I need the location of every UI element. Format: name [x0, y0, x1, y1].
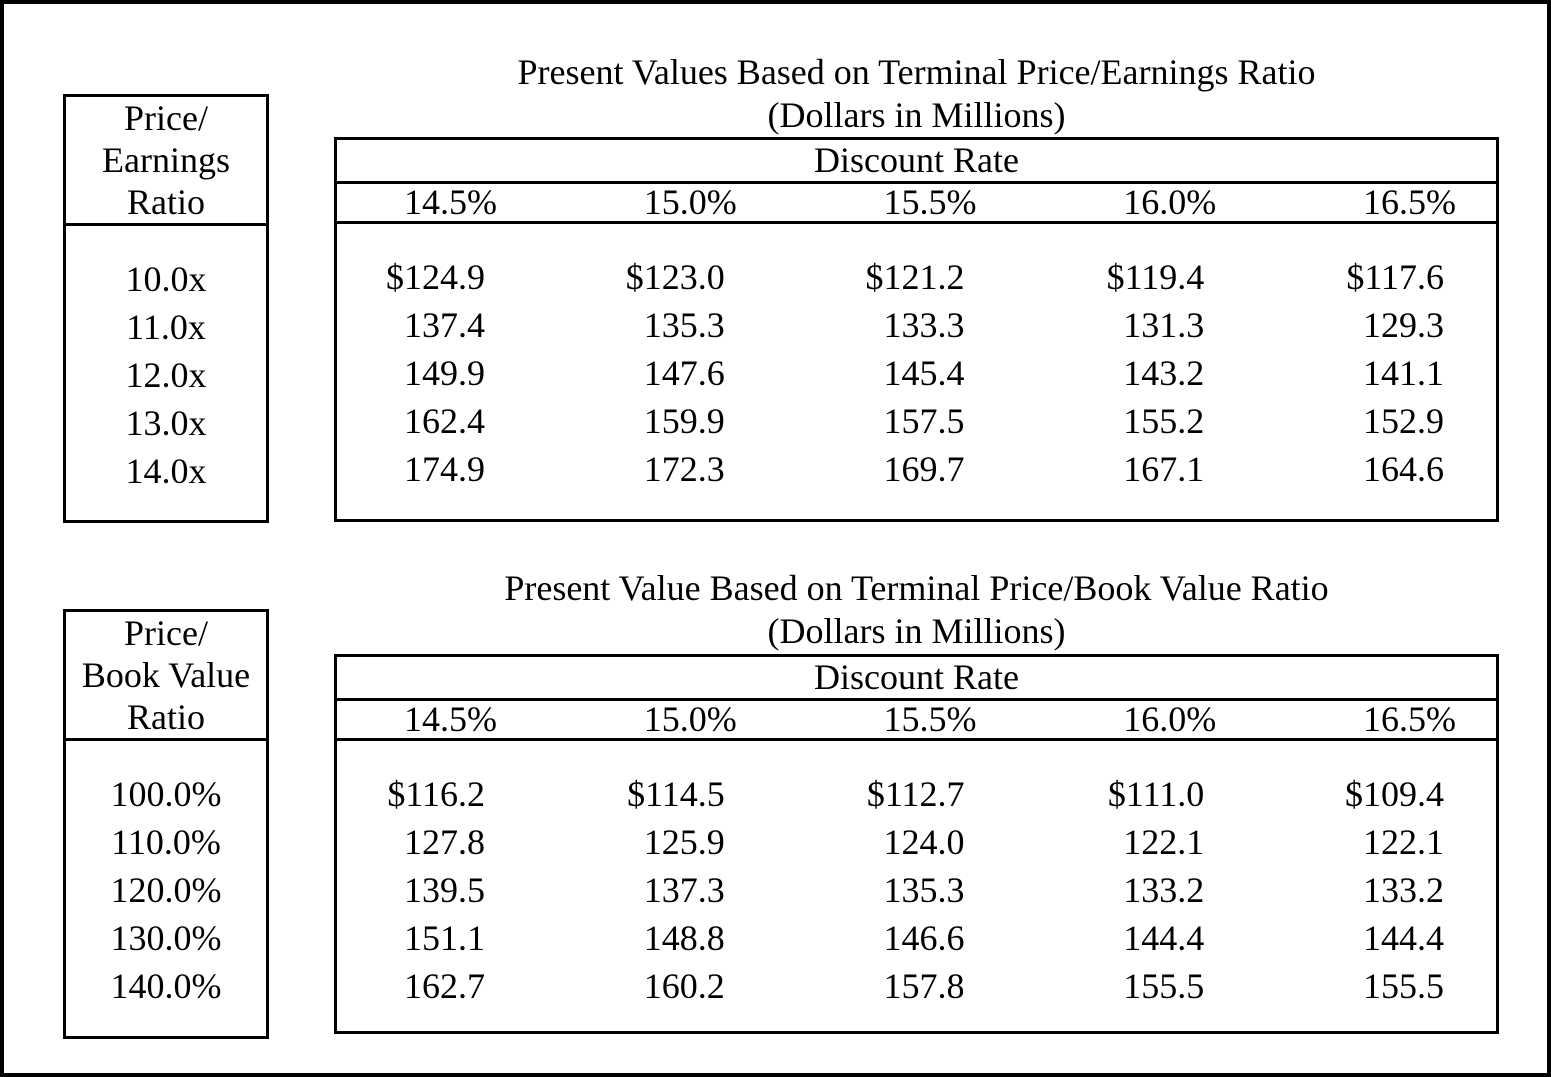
- data-cell: $119.4: [1106, 257, 1205, 297]
- row-label: 110.0%: [111, 822, 221, 862]
- row-label: 140.0%: [110, 966, 222, 1006]
- data-cell: 152.9: [1363, 401, 1444, 441]
- data-cell: $116.2: [387, 774, 485, 814]
- column-header: 14.5%: [404, 699, 497, 739]
- column-group-header: Discount Rate: [337, 657, 1496, 701]
- data-cell: 131.3: [1123, 305, 1205, 345]
- row-label: 11.0x: [126, 307, 206, 347]
- column-header: 16.5%: [1363, 182, 1456, 222]
- data-cell: 157.8: [883, 966, 965, 1006]
- row-label: 130.0%: [110, 918, 222, 958]
- column-header: 16.0%: [1123, 699, 1217, 739]
- row-label: 10.0x: [125, 259, 207, 299]
- row-label: 100.0%: [110, 774, 222, 814]
- data-cell: 145.4: [883, 353, 965, 393]
- row-labels: 10.0x 11.0x 12.0x 13.0x 14.0x: [66, 226, 266, 495]
- data-cell: 122.1: [1363, 822, 1444, 862]
- data-cell: 137.3: [643, 870, 725, 910]
- data-cell: 162.7: [404, 966, 485, 1006]
- row-header-line: Ratio: [127, 182, 205, 222]
- pe-title-block: Present Values Based on Terminal Price/E…: [334, 51, 1499, 137]
- data-cell: 143.2: [1123, 353, 1205, 393]
- data-cell: 162.4: [404, 401, 485, 441]
- data-cell: 172.3: [643, 449, 725, 489]
- data-cell: 155.5: [1123, 966, 1205, 1006]
- data-grid: $124.9 $123.0 $121.2 $119.4 $117.6 137.4 135.3…: [337, 224, 1496, 493]
- data-cell: 164.6: [1363, 449, 1444, 489]
- data-cell: 133.2: [1123, 870, 1205, 910]
- data-cell: 146.6: [883, 918, 965, 958]
- column-header: 16.0%: [1123, 182, 1217, 222]
- column-headers: 14.5% 15.0% 15.5% 16.0% 16.5%: [337, 701, 1496, 741]
- data-cell: $121.2: [865, 257, 965, 297]
- data-cell: 155.2: [1123, 401, 1205, 441]
- data-cell: 122.1: [1123, 822, 1205, 862]
- data-cell: $112.7: [866, 774, 965, 814]
- data-cell: 135.3: [643, 305, 725, 345]
- row-header-line: Ratio: [127, 697, 205, 737]
- row-label: 120.0%: [110, 870, 222, 910]
- column-header: 14.5%: [404, 182, 497, 222]
- table-title: Present Values Based on Terminal Price/E…: [517, 52, 1316, 92]
- data-cell: 125.9: [643, 822, 725, 862]
- column-header: 15.5%: [883, 699, 977, 739]
- data-cell: 151.1: [404, 918, 485, 958]
- data-cell: 144.4: [1363, 918, 1444, 958]
- table-subtitle: (Dollars in Millions): [767, 95, 1066, 135]
- data-cell: 144.4: [1123, 918, 1205, 958]
- data-cell: 157.5: [883, 401, 965, 441]
- data-cell: $123.0: [625, 257, 725, 297]
- data-cell: 124.0: [883, 822, 965, 862]
- row-header-title: Price/Book Value Ratio: [66, 612, 266, 741]
- column-header: 15.5%: [883, 182, 977, 222]
- pbv-row-header-box: Price/Book Value Ratio 100.0% 110.0% 120.0%…: [63, 609, 269, 1039]
- data-cell: $124.9: [386, 257, 485, 297]
- data-grid: $116.2 $114.5 $112.7 $111.0 $109.4 127.8 125.9…: [337, 741, 1496, 1010]
- row-label: 13.0x: [125, 403, 207, 443]
- row-header-line: Book Value: [81, 655, 251, 695]
- data-cell: $109.4: [1345, 774, 1444, 814]
- data-cell: 148.8: [643, 918, 725, 958]
- data-cell: 160.2: [643, 966, 725, 1006]
- data-cell: 155.5: [1363, 966, 1444, 1006]
- data-cell: 133.3: [883, 305, 965, 345]
- data-cell: 141.1: [1363, 353, 1444, 393]
- data-cell: 127.8: [404, 822, 485, 862]
- pe-row-header-box: Price/Earnings Ratio 10.0x 11.0x 12.0x 13.0x…: [63, 94, 269, 523]
- data-cell: 167.1: [1123, 449, 1205, 489]
- data-cell: 149.9: [404, 353, 485, 393]
- column-header: 16.5%: [1363, 699, 1456, 739]
- column-header: 15.0%: [643, 182, 737, 222]
- data-cell: 139.5: [404, 870, 485, 910]
- column-header: 15.0%: [643, 699, 737, 739]
- pbv-title-block: Present Value Based on Terminal Price/Bo…: [334, 567, 1499, 653]
- row-label: 12.0x: [125, 355, 207, 395]
- row-header-line: Price/: [124, 98, 208, 138]
- row-header-line: Price/: [124, 613, 208, 653]
- data-cell: 129.3: [1363, 305, 1444, 345]
- row-labels: 100.0% 110.0% 120.0% 130.0% 140.0%: [66, 741, 266, 1010]
- row-label: 14.0x: [125, 451, 207, 491]
- pbv-discount-rate-table: Discount Rate 14.5% 15.0% 15.5% 16.0% 16.5% …: [334, 654, 1499, 1034]
- data-cell: $111.0: [1107, 774, 1205, 814]
- row-header-line: Earnings: [102, 140, 230, 180]
- row-header-title: Price/Earnings Ratio: [66, 97, 266, 226]
- column-group-header: Discount Rate: [337, 140, 1496, 184]
- column-headers: 14.5% 15.0% 15.5% 16.0% 16.5%: [337, 184, 1496, 224]
- data-cell: 174.9: [404, 449, 485, 489]
- data-cell: 137.4: [404, 305, 485, 345]
- data-cell: $117.6: [1346, 257, 1444, 297]
- data-cell: 133.2: [1363, 870, 1444, 910]
- table-subtitle: (Dollars in Millions): [767, 611, 1066, 651]
- data-cell: 147.6: [643, 353, 725, 393]
- data-cell: 135.3: [883, 870, 965, 910]
- data-cell: 159.9: [643, 401, 725, 441]
- data-cell: $114.5: [627, 774, 725, 814]
- pe-discount-rate-table: Discount Rate 14.5% 15.0% 15.5% 16.0% 16.5% …: [334, 137, 1499, 522]
- data-cell: 169.7: [883, 449, 965, 489]
- table-title: Present Value Based on Terminal Price/Bo…: [504, 568, 1329, 608]
